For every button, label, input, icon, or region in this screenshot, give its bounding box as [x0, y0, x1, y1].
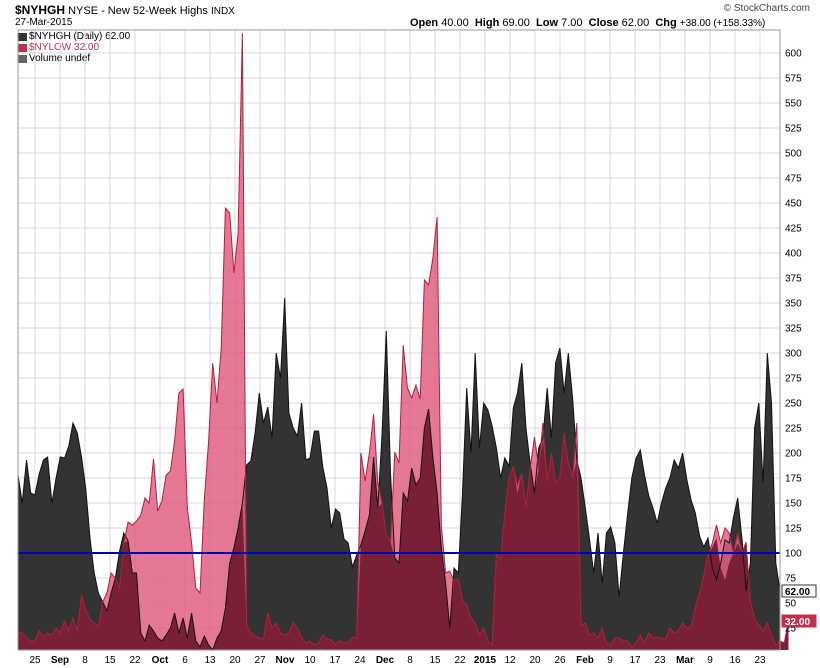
y-tick-label: 200 [785, 449, 802, 460]
x-tick-label: Oct [152, 655, 169, 666]
symbol-label: $NYHGH [15, 3, 66, 17]
x-tick-label: 2015 [474, 655, 497, 666]
y-tick-label: 50 [785, 599, 797, 610]
last-value-tag-high: 62.00 [785, 587, 810, 598]
close-value: 62.00 [621, 17, 650, 29]
chg-value: +38.00 (+158.33%) [679, 18, 766, 29]
x-tick-label: 13 [204, 655, 216, 666]
low-value: 7.00 [561, 17, 583, 29]
legend-label-nylow: $NYLOW 32.00 [29, 42, 100, 53]
x-tick-label: Sep [51, 655, 69, 666]
y-tick-label: 75 [785, 574, 797, 585]
y-tick-label: 250 [785, 399, 802, 410]
open-label: Open [410, 17, 439, 29]
y-tick-label: 300 [785, 349, 802, 360]
x-tick-label: 10 [304, 655, 316, 666]
last-value-tag-low-box [781, 614, 817, 628]
x-tick-label: 6 [182, 655, 188, 666]
nylow-area [18, 33, 789, 650]
last-value-tags: 62.00 32.00 [781, 584, 817, 628]
x-tick-label: 8 [82, 655, 88, 666]
x-tick-label: 15 [104, 655, 116, 666]
brand-label[interactable]: © StockCharts.com [724, 3, 810, 14]
y-tick-label: 225 [785, 424, 802, 435]
legend-item-nyhgh: $NYHGH (Daily) 62.00 [18, 31, 130, 42]
y-tick-label: 425 [785, 224, 802, 235]
high-label: High [474, 17, 500, 29]
overlap-area [18, 409, 789, 650]
x-tick-label: 25 [29, 655, 41, 666]
y-axis: 25 50 75 100 125 150 175 200 225 250 275 300 325 350 3… [785, 49, 802, 635]
plot-frame [17, 29, 781, 651]
y-tick-label: 150 [785, 499, 802, 510]
x-tick-label: 17 [329, 655, 341, 666]
chg-label: Chg [655, 17, 677, 29]
x-tick-label: 23 [654, 655, 666, 666]
x-tick-label: Nov [276, 655, 295, 666]
last-value-tag-high-box [781, 584, 817, 598]
y-tick-label: 475 [785, 174, 802, 185]
y-tick-label: 500 [785, 149, 802, 160]
brand-text: © StockCharts.com [723, 3, 810, 14]
x-tick-label: 22 [454, 655, 466, 666]
x-tick-label: 20 [529, 655, 541, 666]
x-tick-label: 26 [554, 655, 566, 666]
legend-swatch-volume [18, 54, 27, 63]
y-tick-label: 400 [785, 249, 802, 260]
x-tick-label: 17 [629, 655, 641, 666]
x-tick-label: 22 [129, 655, 141, 666]
x-tick-label: 24 [354, 655, 366, 666]
y-tick-label: 275 [785, 374, 802, 385]
y-tick-label: 575 [785, 74, 802, 85]
x-tick-label: 20 [229, 655, 241, 666]
high-value: 69.00 [502, 17, 530, 29]
x-tick-label: 8 [407, 655, 413, 666]
x-tick-label: 9 [707, 655, 713, 666]
open-value: 40.00 [441, 17, 469, 29]
x-tick-label: Dec [376, 655, 395, 666]
y-tick-label: 175 [785, 474, 802, 485]
low-label: Low [536, 17, 559, 29]
x-tick-label: 15 [429, 655, 441, 666]
legend-swatch-nyhgh [18, 32, 27, 41]
x-tick-label: 27 [254, 655, 266, 666]
chart-date: 27-Mar-2015 [15, 17, 73, 28]
y-tick-label: 125 [785, 524, 802, 535]
index-tag: INDX [210, 6, 235, 17]
nyhgh-area [18, 298, 780, 650]
y-tick-label: 325 [785, 324, 802, 335]
y-tick-label: 550 [785, 99, 802, 110]
y-tick-label: 25 [785, 624, 797, 635]
legend-label-nyhgh: $NYHGH (Daily) 62.00 [29, 31, 131, 42]
x-tick-label: 12 [504, 655, 516, 666]
x-tick-label: 23 [754, 655, 766, 666]
x-tick-label: 9 [607, 655, 613, 666]
y-tick-label: 350 [785, 299, 802, 310]
legend-item-nylow: $NYLOW 32.00 [18, 42, 130, 53]
x-tick-label: Feb [576, 655, 594, 666]
close-label: Close [588, 17, 619, 29]
y-tick-label: 100 [785, 549, 802, 560]
exchange-title: NYSE - New 52-Week Highs [68, 5, 208, 17]
last-value-tag-low: 32.00 [785, 617, 810, 628]
x-tick-label: Mar [676, 655, 694, 666]
y-tick-label: 600 [785, 49, 802, 60]
x-axis: 25 Sep 8 15 22 Oct 6 13 20 27 Nov 10 17 24 Dec 8 15 22 201… [29, 655, 766, 666]
legend-swatch-nylow [18, 43, 27, 52]
nylow-line [18, 32, 789, 648]
ohlc-readout: Open 40.00 High 69.00 Low 7.00 Close 62.… [410, 17, 765, 29]
chart-title: $NYHGH NYSE - New 52-Week Highs INDX [15, 3, 235, 17]
y-tick-label: 375 [785, 274, 802, 285]
nyhgh-line [17, 297, 781, 651]
y-tick-label: 450 [785, 199, 802, 210]
y-tick-label: 525 [785, 124, 802, 135]
x-tick-label: 16 [729, 655, 741, 666]
